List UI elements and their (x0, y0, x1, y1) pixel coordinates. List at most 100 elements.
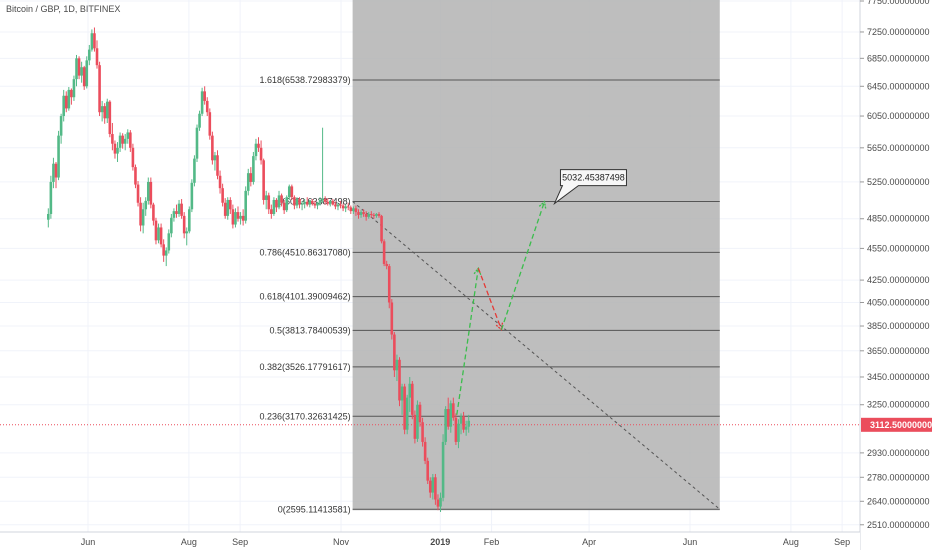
candle-body (346, 206, 350, 208)
candle-body (88, 49, 91, 61)
candle-body (408, 383, 412, 398)
candle-body (205, 100, 209, 113)
target-label: 5032.45387498 (562, 173, 625, 183)
candle-body (254, 143, 258, 157)
candle-body (403, 386, 406, 430)
candle-body (303, 201, 306, 204)
x-tick-label: 2019 (430, 537, 450, 547)
candle-body (431, 477, 435, 493)
candle-body (395, 359, 399, 371)
candle-body (290, 186, 294, 198)
candle-body (180, 203, 183, 216)
candle-body (331, 200, 335, 205)
y-tick-label: 4050.00000000 (867, 297, 930, 307)
projection-up-line[interactable] (456, 268, 479, 415)
x-tick-label: Feb (484, 537, 500, 547)
target-callout[interactable] (553, 169, 627, 206)
candle-body (64, 95, 68, 109)
trend-line[interactable] (352, 201, 721, 510)
candle-body (336, 204, 340, 207)
candle-body (47, 213, 50, 220)
candle-body (126, 132, 130, 139)
candle-body (90, 33, 94, 50)
candle-body (218, 175, 222, 189)
candle-body (385, 263, 388, 267)
candle-body (357, 212, 360, 215)
y-tick-label: 7750.00000000 (867, 0, 930, 6)
candle-body (49, 181, 53, 214)
candle-body (270, 209, 273, 214)
candle-body (70, 89, 73, 98)
candle-body (257, 143, 260, 148)
candle-body (464, 426, 468, 430)
candle-body (321, 199, 324, 201)
y-tick-label: 6850.00000000 (867, 53, 930, 63)
candle-body (234, 212, 237, 225)
candle-body (375, 213, 378, 216)
candle-body (208, 112, 212, 136)
candle-body (246, 173, 250, 191)
y-tick-label: 4850.00000000 (867, 214, 930, 224)
candle-body (175, 211, 178, 214)
y-tick-label: 5250.00000000 (867, 177, 930, 187)
x-tick-label: Jun (81, 537, 96, 547)
candle-body (439, 497, 442, 507)
y-tick-label: 3850.00000000 (867, 321, 930, 331)
x-tick-label: Apr (582, 537, 596, 547)
candle-body (162, 244, 165, 256)
fib-level-label: 0.382(3526.17791617) (260, 362, 351, 372)
projection-up-line[interactable] (500, 201, 546, 330)
candle-body (377, 213, 381, 216)
current-price-badge (861, 417, 932, 432)
candle-body (326, 201, 330, 204)
candle-body (387, 266, 391, 303)
candle-body (118, 135, 122, 148)
candle-body (390, 302, 394, 335)
fib-level-label: 0.786(4510.86317080) (260, 247, 351, 257)
candle-body (436, 499, 440, 507)
candle-body (185, 231, 189, 234)
candle-body (67, 89, 71, 109)
candle-body (316, 202, 319, 206)
fib-level-label: 0.618(4101.39009462) (260, 292, 351, 302)
projection-down-line[interactable] (477, 267, 503, 330)
candle-body (57, 135, 60, 178)
candle-body (152, 204, 155, 221)
candle-body (131, 147, 135, 168)
candle-body (190, 182, 194, 210)
candle-body (426, 460, 429, 481)
candle-body (370, 213, 373, 215)
candle-body (172, 211, 176, 218)
y-tick-label: 2510.00000000 (867, 520, 930, 530)
y-tick-label: 3450.00000000 (867, 372, 930, 382)
candle-body (423, 441, 427, 461)
candle-body (380, 215, 383, 242)
candle-body (187, 209, 191, 232)
y-tick-label: 3250.00000000 (867, 400, 930, 410)
candle-body (339, 204, 342, 206)
candle-body (349, 207, 353, 212)
x-tick-label: Aug (181, 537, 197, 547)
y-tick-label: 6450.00000000 (867, 81, 930, 91)
candle-body (275, 199, 278, 208)
candle-body (129, 132, 132, 148)
candle-body (362, 212, 365, 214)
candle-body (62, 95, 65, 117)
candle-body (267, 195, 271, 210)
candle-body (103, 106, 107, 119)
candle-body (462, 416, 465, 430)
candle-body (367, 213, 371, 217)
y-tick-label: 3650.00000000 (867, 346, 930, 356)
y-tick-label: 2930.00000000 (867, 448, 930, 458)
candle-body (400, 386, 404, 401)
candle-body (195, 127, 199, 159)
y-tick-label: 5650.00000000 (867, 143, 930, 153)
candle-body (77, 58, 81, 76)
candle-body (277, 195, 281, 208)
candle-body (141, 209, 145, 226)
candle-body (82, 67, 86, 87)
y-tick-label: 4250.00000000 (867, 275, 930, 285)
candle-body (264, 195, 268, 200)
fib-level-label: 0.236(3170.32631425) (260, 411, 351, 421)
